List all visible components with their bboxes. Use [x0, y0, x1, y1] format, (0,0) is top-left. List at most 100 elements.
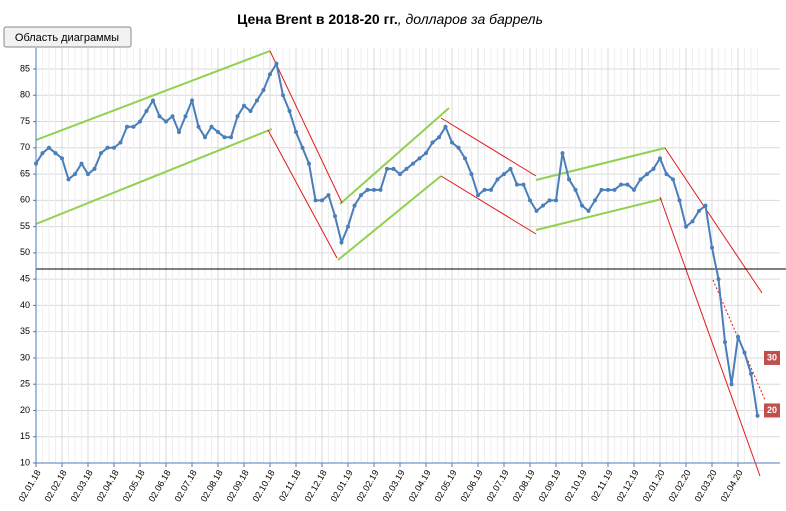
data-point — [404, 166, 409, 171]
data-point — [346, 224, 350, 229]
y-tick-label: 50 — [20, 247, 30, 257]
data-point — [235, 114, 240, 119]
data-point — [177, 130, 181, 135]
data-point — [281, 93, 285, 98]
data-point — [274, 61, 279, 66]
data-point — [495, 177, 500, 182]
data-point — [443, 124, 448, 129]
data-point — [528, 198, 532, 203]
data-point — [554, 198, 558, 203]
data-point — [209, 124, 214, 129]
y-tick-label: 55 — [20, 221, 30, 231]
data-point — [560, 151, 565, 156]
data-point — [651, 166, 656, 171]
data-point — [73, 172, 77, 177]
data-point — [66, 177, 71, 182]
data-point — [482, 187, 487, 192]
data-point — [268, 72, 272, 77]
data-point — [131, 124, 136, 129]
data-point — [567, 177, 571, 182]
data-point — [164, 119, 168, 124]
series-line — [35, 61, 759, 416]
data-point — [573, 187, 578, 192]
data-point — [469, 172, 474, 177]
data-point — [599, 187, 604, 192]
data-point — [671, 177, 675, 182]
data-point — [755, 413, 760, 418]
data-point — [580, 203, 584, 208]
data-point — [638, 177, 643, 182]
data-point — [586, 208, 591, 213]
data-point — [521, 182, 526, 187]
data-point — [261, 88, 266, 93]
data-point — [372, 187, 376, 192]
data-point — [34, 161, 38, 166]
data-point — [378, 187, 383, 192]
y-tick-label: 70 — [20, 142, 30, 152]
data-point — [242, 103, 246, 108]
y-tick-label: 15 — [20, 431, 30, 441]
data-point — [729, 382, 734, 387]
data-point — [339, 240, 344, 245]
data-point — [515, 182, 519, 187]
trend-line — [440, 117, 537, 177]
data-point — [742, 350, 747, 355]
data-point — [547, 198, 552, 203]
data-point — [60, 156, 64, 161]
data-point — [216, 130, 220, 135]
data-point — [365, 187, 370, 192]
data-point — [300, 145, 305, 150]
annotation: 30 — [767, 352, 777, 362]
data-point — [229, 135, 233, 140]
data-point — [125, 124, 129, 129]
data-point — [612, 187, 617, 192]
data-point — [398, 172, 402, 177]
trend-line — [339, 107, 450, 205]
trend-line — [535, 147, 666, 181]
data-point — [248, 109, 253, 114]
data-point — [502, 172, 506, 177]
trend-lines — [35, 50, 786, 477]
y-tick-label: 25 — [20, 379, 30, 389]
data-point — [658, 156, 662, 161]
data-point — [456, 145, 461, 150]
data-point — [138, 119, 142, 124]
data-point — [53, 151, 58, 156]
y-tick-label: 85 — [20, 63, 30, 73]
trend-line — [269, 50, 343, 204]
data-point — [664, 172, 669, 177]
data-point — [632, 187, 636, 192]
data-point — [352, 203, 357, 208]
data-point — [313, 198, 318, 203]
data-point — [183, 114, 188, 119]
y-tick-label: 60 — [20, 195, 30, 205]
data-point — [716, 277, 721, 282]
data-point — [151, 98, 155, 103]
data-point — [690, 219, 695, 224]
y-tick-label: 20 — [20, 405, 30, 415]
data-point — [749, 371, 753, 376]
annotation-box — [764, 403, 780, 418]
trend-line — [440, 175, 537, 235]
trend-line — [535, 198, 663, 231]
data-point — [144, 109, 149, 114]
data-point — [99, 151, 103, 156]
data-point — [541, 203, 545, 208]
data-point — [463, 156, 467, 161]
title-main: Цена Brent в 2018-20 гг. — [237, 11, 398, 27]
title-sub: , долларов за баррель — [398, 11, 543, 27]
data-point — [255, 98, 259, 103]
data-point — [118, 140, 123, 145]
data-point — [105, 145, 110, 150]
data-point — [359, 193, 363, 198]
data-point — [170, 114, 175, 119]
data-point — [625, 182, 630, 187]
data-point — [508, 166, 513, 171]
data-point — [222, 135, 227, 140]
data-point — [294, 130, 298, 135]
data-point — [190, 98, 194, 103]
data-point — [723, 340, 727, 345]
data-point — [489, 187, 493, 192]
data-point — [593, 198, 597, 203]
data-point — [534, 208, 539, 213]
